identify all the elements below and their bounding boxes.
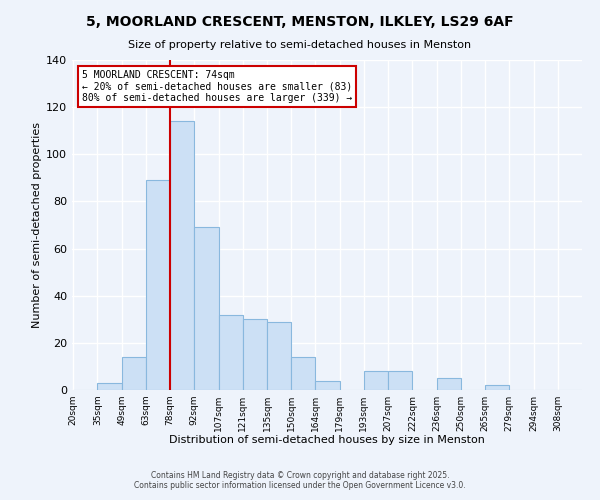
X-axis label: Distribution of semi-detached houses by size in Menston: Distribution of semi-detached houses by … xyxy=(169,436,485,446)
Text: 5 MOORLAND CRESCENT: 74sqm
← 20% of semi-detached houses are smaller (83)
80% of: 5 MOORLAND CRESCENT: 74sqm ← 20% of semi… xyxy=(82,70,352,103)
Bar xyxy=(364,371,388,390)
Bar xyxy=(437,378,461,390)
Bar xyxy=(485,386,509,390)
Bar xyxy=(97,383,122,390)
Bar xyxy=(122,357,146,390)
Y-axis label: Number of semi-detached properties: Number of semi-detached properties xyxy=(32,122,42,328)
Bar xyxy=(316,380,340,390)
Bar xyxy=(243,320,267,390)
Bar xyxy=(194,228,218,390)
Text: Size of property relative to semi-detached houses in Menston: Size of property relative to semi-detach… xyxy=(128,40,472,50)
Bar xyxy=(218,314,243,390)
Bar xyxy=(267,322,291,390)
Bar xyxy=(291,357,316,390)
Text: Contains HM Land Registry data © Crown copyright and database right 2025.
Contai: Contains HM Land Registry data © Crown c… xyxy=(134,470,466,490)
Text: 5, MOORLAND CRESCENT, MENSTON, ILKLEY, LS29 6AF: 5, MOORLAND CRESCENT, MENSTON, ILKLEY, L… xyxy=(86,15,514,29)
Bar xyxy=(388,371,412,390)
Bar xyxy=(146,180,170,390)
Bar xyxy=(170,122,194,390)
